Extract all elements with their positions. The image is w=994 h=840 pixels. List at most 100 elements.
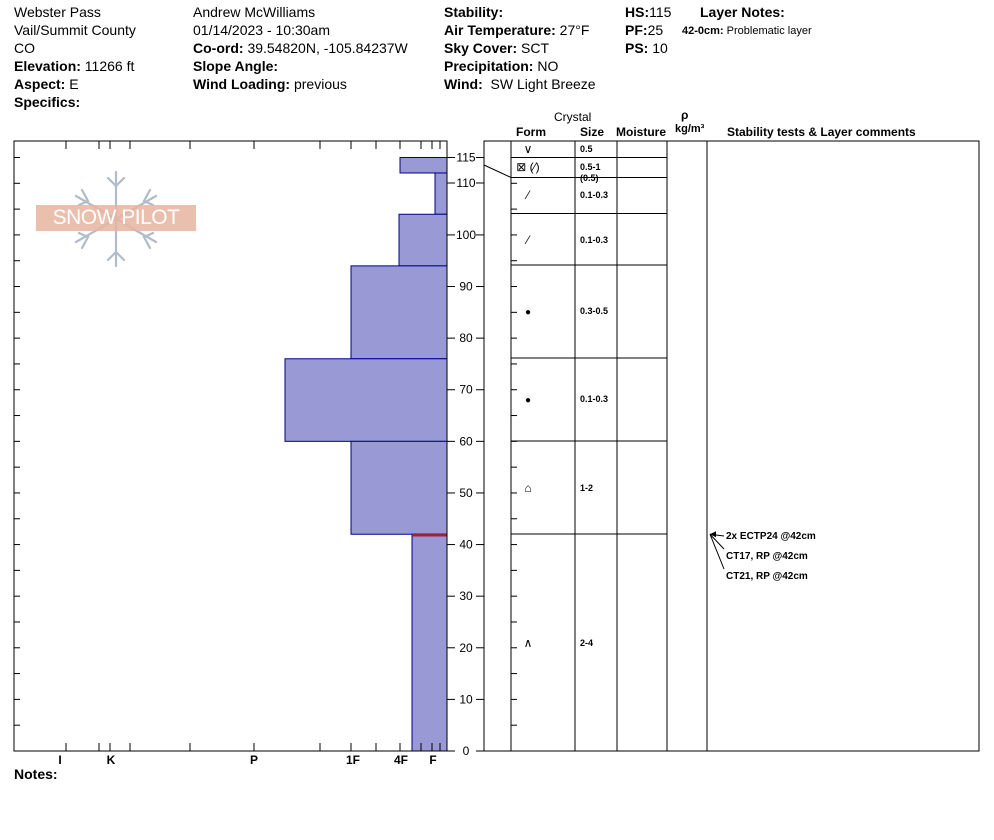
elevation-label: Elevation: [14, 58, 81, 74]
hardness-bar [284, 358, 448, 442]
hardness-scale-label: 1F [346, 753, 360, 767]
layer-table-frame [483, 140, 980, 752]
height-axis-label: 10 [459, 692, 473, 706]
state-name: CO [14, 40, 35, 56]
stability-test-pointer [709, 533, 725, 550]
stability-comments-header: Stability tests & Layer comments [727, 125, 916, 139]
pf: PF:25 [625, 21, 663, 39]
hs-label: HS: [625, 4, 650, 20]
grain-size-label: 2-4 [580, 638, 593, 648]
elevation: Elevation: 11266 ft [14, 57, 134, 75]
height-axis-label: 115 [456, 151, 475, 165]
grain-size-label: 0.5-1 [580, 162, 601, 172]
grain-form-symbol: ⁄ [524, 188, 531, 202]
height-axis-label: 60 [459, 434, 473, 448]
grain-size-label: 1-2 [580, 483, 593, 493]
air-temp-label: Air Temperature: [444, 22, 556, 38]
layer-note-depth: 42-0cm: [682, 25, 724, 37]
stability: Stability: [444, 3, 503, 21]
stability-test-pointer [709, 534, 725, 570]
ps-value: 10 [652, 40, 668, 56]
form-header: Form [516, 125, 546, 139]
hs: HS:115 [625, 3, 671, 21]
hardness-bar [434, 172, 448, 215]
height-axis-label: 80 [459, 331, 473, 345]
aspect-label: Aspect: [14, 76, 66, 92]
grain-size-label: 0.1-0.3 [580, 190, 608, 200]
snowpilot-logo-text: SNOW PILOT [36, 205, 196, 231]
grain-form-symbol: ● [525, 307, 531, 318]
height-axis-label: 0 [463, 744, 470, 758]
stability-label: Stability: [444, 4, 504, 20]
wind-value: SW Light Breeze [490, 76, 596, 92]
observation-datetime: 01/14/2023 - 10:30am [193, 22, 330, 38]
specifics-label: Specifics: [14, 94, 81, 110]
grain-form-symbol: ⊠ (⁄) [516, 160, 539, 174]
snowpilot-logo: SNOW PILOT [36, 170, 196, 270]
aspect: Aspect: E [14, 75, 79, 93]
hardness-scale-label: F [429, 753, 436, 767]
hardness-scale-label: 4F [394, 753, 408, 767]
height-axis-label: 100 [456, 228, 476, 242]
layer-notes: Layer Notes: [700, 3, 785, 21]
height-axis-label: 40 [459, 538, 473, 552]
grain-form-symbol: ∨ [524, 142, 533, 156]
observer-name: Andrew McWilliams [193, 4, 316, 20]
hardness-scale-label: I [58, 753, 61, 767]
hardness-scale-label: P [250, 753, 258, 767]
grain-size-secondary: (0.5) [580, 173, 599, 183]
height-axis-label: 70 [459, 383, 473, 397]
layer-connector-line [483, 164, 512, 178]
grain-form-symbol: ∧ [524, 636, 533, 650]
ps-label: PS: [625, 40, 649, 56]
grain-size-label: 0.1-0.3 [580, 235, 608, 245]
layer-notes-label: Layer Notes: [700, 4, 785, 20]
aspect-value: E [69, 76, 79, 92]
coord-label: Co-ord: [193, 40, 244, 56]
height-axis-label: 90 [459, 280, 473, 294]
height-axis-label: 30 [459, 589, 473, 603]
wind: Wind: SW Light Breeze [444, 75, 596, 93]
pf-label: PF: [625, 22, 648, 38]
height-axis-label: 50 [459, 486, 473, 500]
hardness-plot-frame [13, 140, 448, 752]
elevation-value: 11266 ft [84, 58, 135, 74]
hardness-bar [399, 157, 448, 174]
sky-label: Sky Cover: [444, 40, 518, 56]
grain-form-symbol: ⌂ [524, 481, 531, 495]
moisture-header: Moisture [616, 125, 667, 139]
grain-size-label: 0.3-0.5 [580, 306, 608, 316]
hs-value: 115 [649, 4, 672, 20]
hardness-scale-label: K [107, 753, 116, 767]
hardness-bar [398, 213, 448, 267]
sky-cover: Sky Cover: SCT [444, 39, 549, 57]
ps: PS: 10 [625, 39, 668, 57]
precip-label: Precipitation: [444, 58, 534, 74]
specifics: Specifics: [14, 93, 80, 111]
hardness-bar [350, 440, 448, 535]
wind-label: Wind: [444, 76, 483, 92]
grain-size-label: 0.1-0.3 [580, 394, 608, 404]
grain-size-label: 0.5 [580, 144, 593, 154]
height-axis-label: 110 [456, 176, 475, 190]
region-name: Vail/Summit County [14, 22, 136, 38]
density-unit-header: kg/m³ [675, 123, 705, 135]
stability-test-label: CT17, RP @42cm [726, 551, 808, 562]
air-temp-value: 27°F [559, 22, 590, 38]
slope-label: Slope Angle: [193, 58, 279, 74]
location-name: Webster Pass [14, 4, 101, 20]
arrowhead-icon [710, 531, 716, 538]
notes-label: Notes: [14, 766, 58, 782]
sky-value: SCT [521, 40, 550, 56]
hardness-bar [350, 265, 448, 360]
wind-loading-value: previous [293, 76, 347, 92]
air-temperature: Air Temperature: 27°F [444, 21, 589, 39]
precip-value: NO [537, 58, 559, 74]
hardness-bar [411, 533, 448, 752]
coordinates: Co-ord: 39.54820N, -105.84237W [193, 39, 408, 57]
wind-loading: Wind Loading: previous [193, 75, 347, 93]
wind-loading-label: Wind Loading: [193, 76, 291, 92]
layer-note-text: Problematic layer [726, 25, 812, 37]
grain-form-symbol: ⁄ [524, 233, 531, 247]
pf-value: 25 [647, 22, 664, 38]
